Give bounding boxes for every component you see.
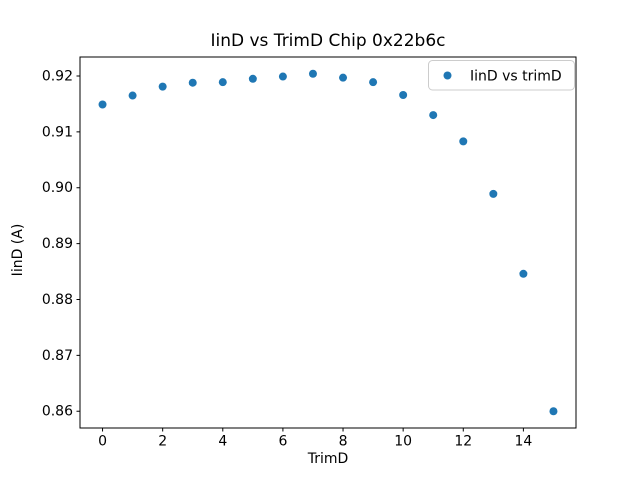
y-tick-label: 0.87 bbox=[42, 348, 73, 364]
x-axis-ticks: 0 2 4 6 8 10 12 14 bbox=[98, 428, 532, 450]
data-point bbox=[429, 111, 438, 120]
x-tick-label: 12 bbox=[454, 434, 472, 450]
data-point bbox=[489, 189, 498, 198]
x-axis-label: TrimD bbox=[307, 451, 349, 467]
data-point bbox=[248, 74, 257, 83]
y-axis-ticks: 0.86 0.87 0.88 0.89 0.90 0.91 0.92 bbox=[42, 68, 80, 420]
data-point bbox=[399, 90, 408, 99]
legend-label: IinD vs trimD bbox=[470, 69, 562, 85]
chart-title: IinD vs TrimD Chip 0x22b6c bbox=[210, 31, 445, 51]
legend-marker-icon bbox=[443, 71, 452, 80]
legend: IinD vs trimD bbox=[428, 60, 575, 91]
plot-border bbox=[79, 56, 577, 429]
x-tick-label: 10 bbox=[394, 434, 412, 450]
legend-box bbox=[428, 60, 575, 91]
data-point bbox=[519, 269, 528, 278]
data-point bbox=[308, 69, 317, 78]
x-tick-label: 2 bbox=[158, 434, 167, 450]
data-points bbox=[98, 69, 558, 416]
y-tick-label: 0.86 bbox=[42, 404, 73, 420]
data-point bbox=[278, 72, 287, 81]
data-point bbox=[459, 137, 468, 146]
y-tick-label: 0.91 bbox=[42, 124, 73, 140]
x-tick-label: 14 bbox=[514, 434, 532, 450]
y-tick-label: 0.89 bbox=[42, 236, 73, 252]
data-point bbox=[128, 91, 137, 100]
data-point bbox=[188, 78, 197, 87]
data-point bbox=[98, 100, 107, 109]
y-tick-label: 0.88 bbox=[42, 292, 73, 308]
data-point bbox=[369, 78, 378, 87]
x-tick-label: 8 bbox=[339, 434, 348, 450]
x-tick-label: 6 bbox=[278, 434, 287, 450]
x-tick-label: 0 bbox=[98, 434, 107, 450]
data-point bbox=[549, 407, 558, 416]
data-point bbox=[218, 78, 227, 87]
y-tick-label: 0.90 bbox=[42, 180, 73, 196]
x-tick-label: 4 bbox=[218, 434, 227, 450]
y-tick-label: 0.92 bbox=[42, 68, 73, 84]
data-point bbox=[339, 73, 348, 82]
data-point bbox=[158, 82, 167, 91]
y-axis-label: IinD (A) bbox=[10, 224, 26, 277]
